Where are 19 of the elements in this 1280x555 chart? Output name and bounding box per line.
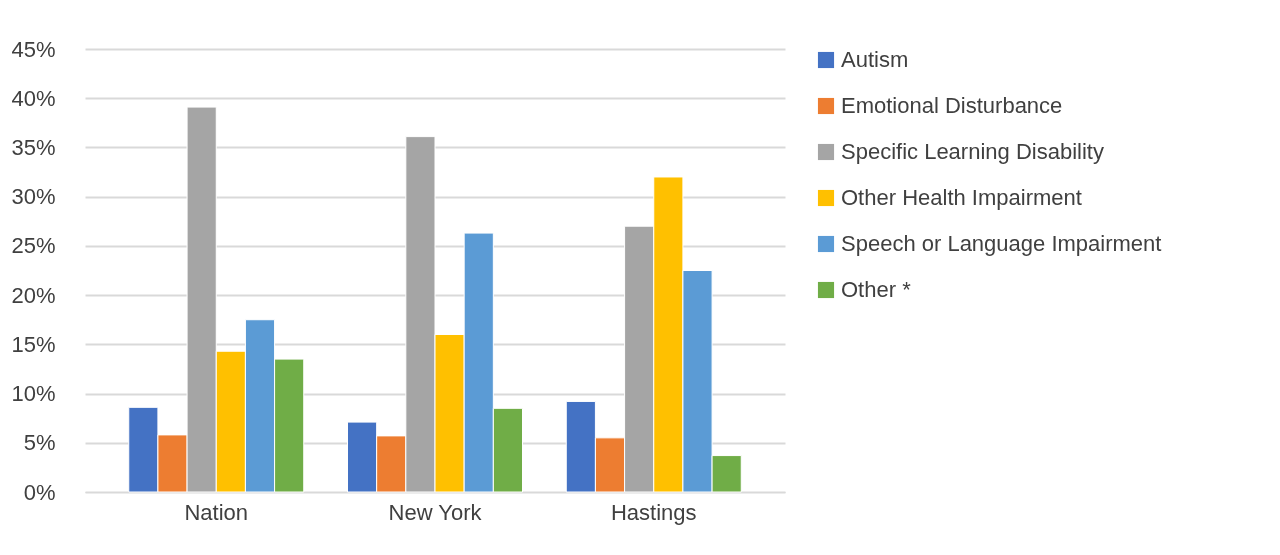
legend-label: Specific Learning Disability <box>841 139 1104 164</box>
y-tick-label: 45% <box>11 36 56 62</box>
legend-label: Other * <box>841 277 912 302</box>
y-tick-label: 20% <box>11 282 56 308</box>
y-tick-label: 15% <box>11 331 56 357</box>
x-tick-label: New York <box>388 499 483 525</box>
x-tick-label: Hastings <box>610 499 697 525</box>
legend-label: Other Health Impairment <box>841 185 1082 210</box>
y-tick-label: 35% <box>11 134 56 160</box>
y-tick-label: 30% <box>11 184 56 210</box>
legend-label: Emotional Disturbance <box>841 93 1063 118</box>
y-tick-label: 5% <box>23 430 56 456</box>
y-tick-label: 10% <box>11 381 56 407</box>
y-tick-label: 40% <box>11 85 56 111</box>
legend-label: Autism <box>841 47 909 72</box>
legend-label: Speech or Language Impairment <box>841 231 1162 256</box>
y-tick-label: 0% <box>23 479 56 505</box>
x-tick-label: Nation <box>184 499 249 525</box>
y-tick-label: 25% <box>11 233 56 259</box>
